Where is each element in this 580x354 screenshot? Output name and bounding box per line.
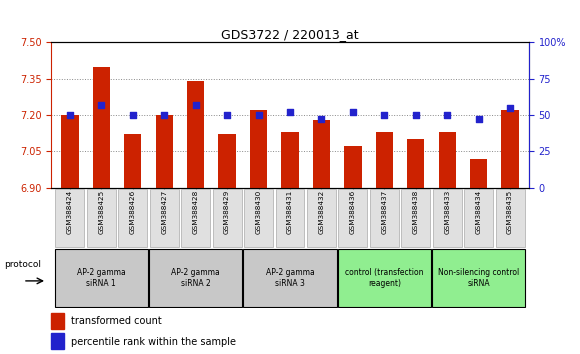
Text: GSM388437: GSM388437	[381, 190, 387, 234]
FancyBboxPatch shape	[401, 189, 430, 247]
Title: GDS3722 / 220013_at: GDS3722 / 220013_at	[221, 28, 359, 41]
Bar	[470, 159, 487, 188]
Bar	[281, 132, 299, 188]
Text: protocol: protocol	[4, 260, 41, 269]
Bar	[155, 115, 173, 188]
FancyBboxPatch shape	[276, 189, 304, 247]
Point	[97, 102, 106, 108]
Point	[254, 112, 263, 118]
Text: GSM388434: GSM388434	[476, 190, 481, 234]
Bar	[313, 120, 330, 188]
FancyBboxPatch shape	[149, 249, 242, 307]
Text: percentile rank within the sample: percentile rank within the sample	[71, 337, 236, 347]
FancyBboxPatch shape	[181, 189, 210, 247]
Text: GSM388426: GSM388426	[130, 190, 136, 234]
Point	[160, 112, 169, 118]
Text: AP-2 gamma
siRNA 2: AP-2 gamma siRNA 2	[171, 268, 220, 287]
Text: GSM388427: GSM388427	[161, 190, 167, 234]
FancyBboxPatch shape	[118, 189, 147, 247]
FancyBboxPatch shape	[56, 189, 84, 247]
Point	[443, 112, 452, 118]
FancyBboxPatch shape	[307, 189, 336, 247]
Text: GSM388435: GSM388435	[507, 190, 513, 234]
Point	[191, 102, 200, 108]
FancyBboxPatch shape	[464, 189, 493, 247]
Text: GSM388433: GSM388433	[444, 190, 450, 234]
Bar	[345, 147, 361, 188]
Point	[66, 112, 75, 118]
Point	[128, 112, 137, 118]
Text: GSM388438: GSM388438	[413, 190, 419, 234]
Bar	[51, 313, 64, 329]
Text: GSM388436: GSM388436	[350, 190, 356, 234]
Point	[411, 112, 420, 118]
Text: transformed count: transformed count	[71, 316, 162, 326]
FancyBboxPatch shape	[370, 189, 399, 247]
Text: GSM388425: GSM388425	[99, 190, 104, 234]
Bar	[51, 333, 64, 349]
Text: GSM388424: GSM388424	[67, 190, 73, 234]
Text: control (transfection
reagent): control (transfection reagent)	[345, 268, 423, 287]
FancyBboxPatch shape	[496, 189, 524, 247]
FancyBboxPatch shape	[338, 189, 367, 247]
FancyBboxPatch shape	[338, 249, 431, 307]
Point	[474, 116, 483, 122]
Bar	[502, 110, 519, 188]
FancyBboxPatch shape	[432, 249, 525, 307]
Point	[348, 109, 357, 115]
FancyBboxPatch shape	[244, 249, 336, 307]
Bar	[438, 132, 456, 188]
Point	[317, 116, 326, 122]
FancyBboxPatch shape	[87, 189, 116, 247]
Bar	[93, 67, 110, 188]
Text: GSM388429: GSM388429	[224, 190, 230, 234]
FancyBboxPatch shape	[213, 189, 242, 247]
Point	[223, 112, 232, 118]
Text: GSM388430: GSM388430	[256, 190, 262, 234]
Bar	[124, 135, 142, 188]
Text: GSM388428: GSM388428	[193, 190, 199, 234]
FancyBboxPatch shape	[55, 249, 148, 307]
Point	[505, 105, 514, 110]
Point	[380, 112, 389, 118]
Point	[285, 109, 295, 115]
Bar	[219, 135, 235, 188]
FancyBboxPatch shape	[150, 189, 179, 247]
Bar	[250, 110, 267, 188]
Text: Non-silencing control
siRNA: Non-silencing control siRNA	[438, 268, 519, 287]
Bar	[407, 139, 425, 188]
Text: GSM388431: GSM388431	[287, 190, 293, 234]
FancyBboxPatch shape	[244, 189, 273, 247]
Text: AP-2 gamma
siRNA 3: AP-2 gamma siRNA 3	[266, 268, 314, 287]
Bar	[376, 132, 393, 188]
Bar	[187, 81, 204, 188]
Text: AP-2 gamma
siRNA 1: AP-2 gamma siRNA 1	[77, 268, 126, 287]
Bar	[61, 115, 78, 188]
FancyBboxPatch shape	[433, 189, 462, 247]
Text: GSM388432: GSM388432	[318, 190, 324, 234]
